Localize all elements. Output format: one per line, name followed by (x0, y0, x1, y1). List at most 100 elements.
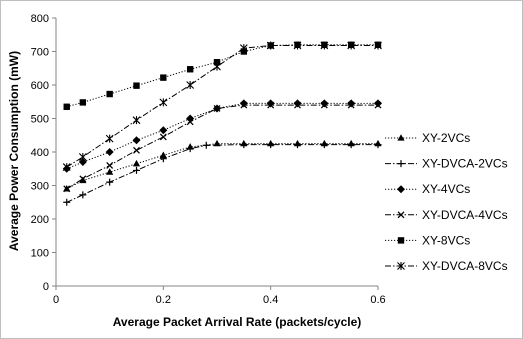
plus-marker (347, 141, 355, 149)
cross-marker (374, 101, 382, 109)
legend-label: XY-DVCA-2VCs (422, 157, 508, 171)
square-marker (397, 237, 405, 244)
triangle-marker (159, 151, 167, 158)
diamond-marker (105, 148, 114, 156)
plus-marker (79, 191, 87, 199)
cross-marker (106, 161, 114, 169)
plus-marker (240, 141, 248, 149)
x-tick-label: 0 (53, 294, 59, 306)
diamond-marker (397, 185, 405, 194)
legend-item: XY-4VCs (385, 182, 470, 196)
square-marker (133, 82, 140, 89)
plus-marker (320, 141, 328, 149)
plus-marker (106, 178, 114, 186)
plus-marker (202, 141, 210, 149)
star-marker (320, 41, 329, 50)
legend-item: XY-DVCA-8VCs (385, 259, 508, 273)
star-marker (186, 81, 195, 89)
plus-marker (294, 141, 301, 149)
y-tick-label: 800 (31, 13, 49, 25)
square-marker (63, 103, 70, 110)
diamond-marker (239, 99, 248, 108)
axes: 0 100 200 300 400 500 600 700 800 0 0.2 0.4 0.6 (31, 13, 386, 306)
series-line (66, 104, 378, 190)
diamond-marker (374, 99, 382, 108)
square-marker (186, 66, 194, 73)
legend-label: XY-2VCs (422, 131, 470, 145)
x-axis-title: Average Packet Arrival Rate (packets/cyc… (113, 315, 362, 329)
x-tick-label: 0.2 (156, 294, 171, 306)
cross-marker (397, 211, 405, 219)
series-xy-8vcs (63, 41, 382, 110)
legend-label: XY-4VCs (422, 182, 470, 196)
square-marker (79, 99, 87, 106)
cross-marker (186, 118, 194, 126)
legend-label: XY-DVCA-8VCs (422, 259, 508, 273)
y-tick-label: 300 (31, 181, 49, 193)
plus-marker (397, 160, 405, 168)
triangle-marker (132, 159, 141, 167)
y-tick-label: 600 (31, 80, 49, 92)
x-tick-label: 0.4 (263, 294, 278, 306)
legend-item: XY-8VCs (385, 233, 470, 247)
series-xy-dvca-4vcs (63, 101, 382, 193)
cross-marker (63, 185, 71, 193)
square-marker (160, 74, 167, 81)
star-marker (62, 163, 71, 172)
plus-marker (63, 198, 71, 206)
diamond-marker (78, 158, 87, 167)
triangle-marker (106, 168, 114, 175)
series-xy-2vcs (63, 139, 382, 192)
diamond-marker (320, 99, 329, 108)
y-tick-label: 0 (43, 281, 49, 293)
cross-marker (294, 101, 301, 109)
plus-marker (159, 155, 167, 163)
series-line (66, 45, 378, 168)
y-tick-label: 200 (31, 214, 49, 226)
diamond-marker (347, 99, 356, 108)
diamond-marker (132, 136, 141, 145)
series-line (66, 102, 378, 170)
square-marker (213, 59, 221, 66)
y-axis-title: Average Power Consumption (mW) (7, 51, 21, 251)
series-xy-dvca-2vcs (63, 141, 382, 206)
cross-marker (79, 175, 87, 183)
plus-marker (133, 166, 140, 174)
series-line (66, 143, 378, 190)
series-xy-dvca-8vcs (62, 41, 382, 172)
diamond-marker (159, 126, 168, 135)
legend-item: XY-DVCA-4VCs (385, 208, 508, 222)
triangle-marker (397, 134, 405, 141)
star-marker (132, 116, 141, 125)
star-marker (397, 262, 405, 270)
cross-marker (347, 101, 355, 109)
legend-item: XY-2VCs (385, 131, 470, 145)
y-tick-label: 500 (31, 114, 49, 126)
star-marker (78, 153, 87, 162)
diamond-marker (293, 99, 302, 108)
legend-item: XY-DVCA-2VCs (385, 157, 508, 171)
cross-marker (320, 101, 328, 109)
star-marker (105, 134, 114, 143)
star-marker (374, 41, 382, 50)
series-layer (62, 41, 382, 206)
cross-marker (159, 133, 167, 141)
cross-marker (213, 104, 221, 112)
cross-marker (240, 101, 248, 109)
star-marker (293, 41, 302, 50)
y-tick-label: 700 (31, 47, 49, 59)
series-line (66, 44, 378, 108)
star-marker (347, 41, 356, 50)
cross-marker (133, 146, 140, 154)
plus-marker (186, 145, 194, 153)
star-marker (213, 62, 221, 71)
series-line (66, 144, 378, 203)
legend: XY-2VCs XY-DVCA-2VCs XY-4VCs XY-DVCA-4VCs XY… (385, 131, 508, 273)
square-marker (106, 90, 113, 98)
plus-marker (267, 141, 275, 149)
y-tick-label: 100 (31, 248, 49, 260)
star-marker (266, 41, 275, 50)
y-tick-label: 400 (31, 147, 49, 159)
